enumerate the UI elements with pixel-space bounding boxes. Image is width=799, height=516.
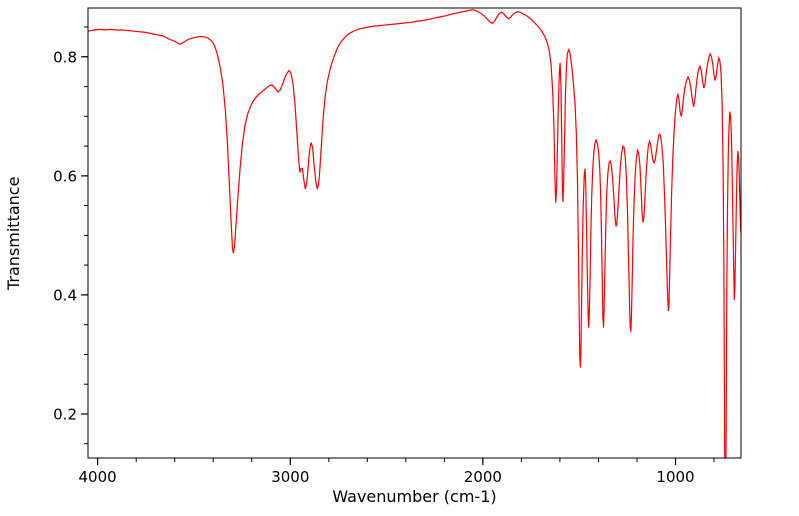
y-tick-label: 0.6 (53, 167, 77, 185)
x-tick-label: 4000 (79, 468, 117, 486)
x-tick-label: 1000 (656, 468, 694, 486)
plot-frame (87, 7, 742, 459)
x-tick-label: 2000 (464, 468, 502, 486)
y-tick-label: 0.4 (53, 286, 77, 304)
y-axis-label: Transmittance (4, 176, 23, 290)
x-tick-label: 3000 (271, 468, 309, 486)
x-axis-label: Wavenumber (cm-1) (332, 487, 497, 506)
spectrum-line (88, 9, 741, 458)
x-ticks: 4000 3000 2000 1000 (79, 458, 695, 486)
y-minor-ticks (84, 26, 88, 445)
y-tick-label: 0.2 (53, 406, 77, 424)
x-minor-ticks (97, 458, 715, 462)
y-ticks: 0.2 0.4 0.6 0.8 (53, 48, 88, 424)
y-tick-label: 0.8 (53, 48, 77, 66)
